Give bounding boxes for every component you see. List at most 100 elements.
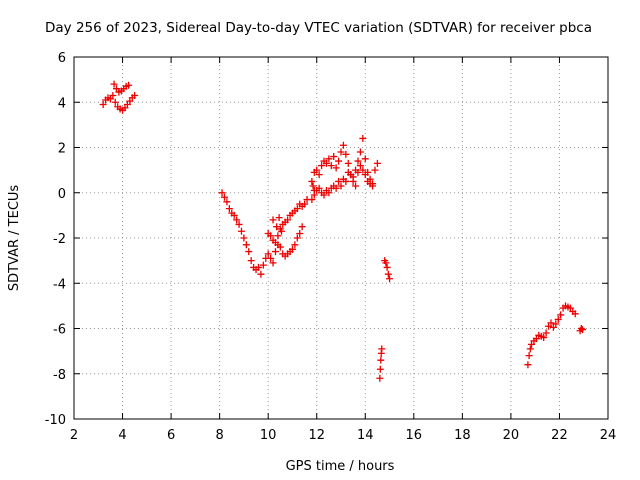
data-point xyxy=(99,101,107,109)
data-point xyxy=(309,182,317,190)
data-point xyxy=(337,148,345,156)
data-point xyxy=(386,275,394,283)
data-point xyxy=(284,216,292,224)
data-point xyxy=(254,263,262,271)
x-tick-label: 4 xyxy=(118,428,126,443)
data-point xyxy=(269,216,277,224)
data-point xyxy=(293,205,301,213)
data-point xyxy=(267,232,275,240)
data-point xyxy=(579,326,587,334)
x-axis: 2 4 6 8 10 12 14 16 18 20 22 24 xyxy=(70,57,616,443)
data-point xyxy=(322,159,330,167)
data-point xyxy=(257,270,265,278)
data-point xyxy=(376,374,384,382)
data-point xyxy=(552,320,560,328)
data-point xyxy=(218,189,226,197)
data-point xyxy=(276,243,284,251)
data-point xyxy=(278,227,286,235)
data-point xyxy=(344,159,352,167)
data-point xyxy=(269,259,277,267)
data-point xyxy=(382,259,390,267)
data-point xyxy=(288,245,296,253)
data-point xyxy=(384,270,392,278)
data-point xyxy=(342,150,350,158)
data-point xyxy=(223,198,231,206)
data-point xyxy=(109,91,117,99)
x-tick-label: 18 xyxy=(454,428,471,443)
data-point xyxy=(110,80,118,88)
x-tick-label: 22 xyxy=(551,428,568,443)
data-point xyxy=(373,159,381,167)
data-point xyxy=(330,153,338,161)
data-point xyxy=(315,171,323,179)
x-tick-label: 24 xyxy=(600,428,617,443)
y-tick-label: 0 xyxy=(58,187,66,202)
data-point xyxy=(267,254,275,262)
data-point xyxy=(352,182,360,190)
data-point xyxy=(359,166,367,174)
data-point xyxy=(335,157,343,165)
data-point xyxy=(310,186,318,194)
data-point xyxy=(271,239,279,247)
data-point xyxy=(364,168,372,176)
data-point xyxy=(376,365,384,373)
data-point xyxy=(240,234,248,242)
data-point xyxy=(301,200,309,208)
data-point xyxy=(298,223,306,231)
data-series xyxy=(99,80,587,382)
data-point xyxy=(318,162,326,170)
data-point xyxy=(125,81,133,89)
data-point xyxy=(230,211,238,219)
data-point xyxy=(378,345,386,353)
data-point xyxy=(259,261,267,269)
data-point xyxy=(335,177,343,185)
data-point xyxy=(342,177,350,185)
data-point xyxy=(347,171,355,179)
y-axis: -10 -8 -6 -4 -2 0 2 4 6 xyxy=(45,51,608,428)
data-point xyxy=(366,175,374,183)
data-point xyxy=(361,155,369,163)
data-point xyxy=(296,229,304,237)
data-point xyxy=(349,177,357,185)
y-tick-label: -6 xyxy=(53,323,66,338)
data-point xyxy=(308,196,316,204)
data-point xyxy=(540,334,548,342)
data-point xyxy=(325,155,333,163)
data-point xyxy=(313,166,321,174)
data-point xyxy=(131,91,139,99)
x-tick-label: 6 xyxy=(167,428,175,443)
x-tick-label: 14 xyxy=(357,428,374,443)
data-point xyxy=(557,311,565,319)
data-point xyxy=(308,177,316,185)
x-tick-label: 16 xyxy=(406,428,423,443)
data-point xyxy=(220,193,228,201)
data-point xyxy=(242,241,250,249)
data-point xyxy=(271,248,279,256)
data-point xyxy=(273,223,281,231)
data-point xyxy=(264,250,272,258)
grid xyxy=(74,57,608,419)
data-point xyxy=(369,182,377,190)
y-tick-label: 4 xyxy=(58,96,66,111)
data-point xyxy=(233,216,241,224)
data-point xyxy=(524,361,532,369)
data-point xyxy=(245,248,253,256)
data-point xyxy=(337,182,345,190)
data-point xyxy=(371,166,379,174)
data-point xyxy=(547,319,555,327)
data-point xyxy=(293,234,301,242)
data-point xyxy=(354,157,362,165)
data-point xyxy=(542,329,550,337)
y-tick-label: 6 xyxy=(58,51,66,66)
y-tick-label: -10 xyxy=(45,413,66,428)
y-axis-title: SDTVAR / TECUs xyxy=(7,185,22,292)
x-tick-label: 2 xyxy=(70,428,78,443)
data-point xyxy=(571,310,579,318)
x-tick-label: 12 xyxy=(308,428,325,443)
chart-title: Day 256 of 2023, Sidereal Day-to-day VTE… xyxy=(45,20,592,36)
data-point xyxy=(332,184,340,192)
x-tick-label: 8 xyxy=(215,428,223,443)
y-tick-label: 2 xyxy=(58,142,66,157)
data-point xyxy=(354,168,362,176)
